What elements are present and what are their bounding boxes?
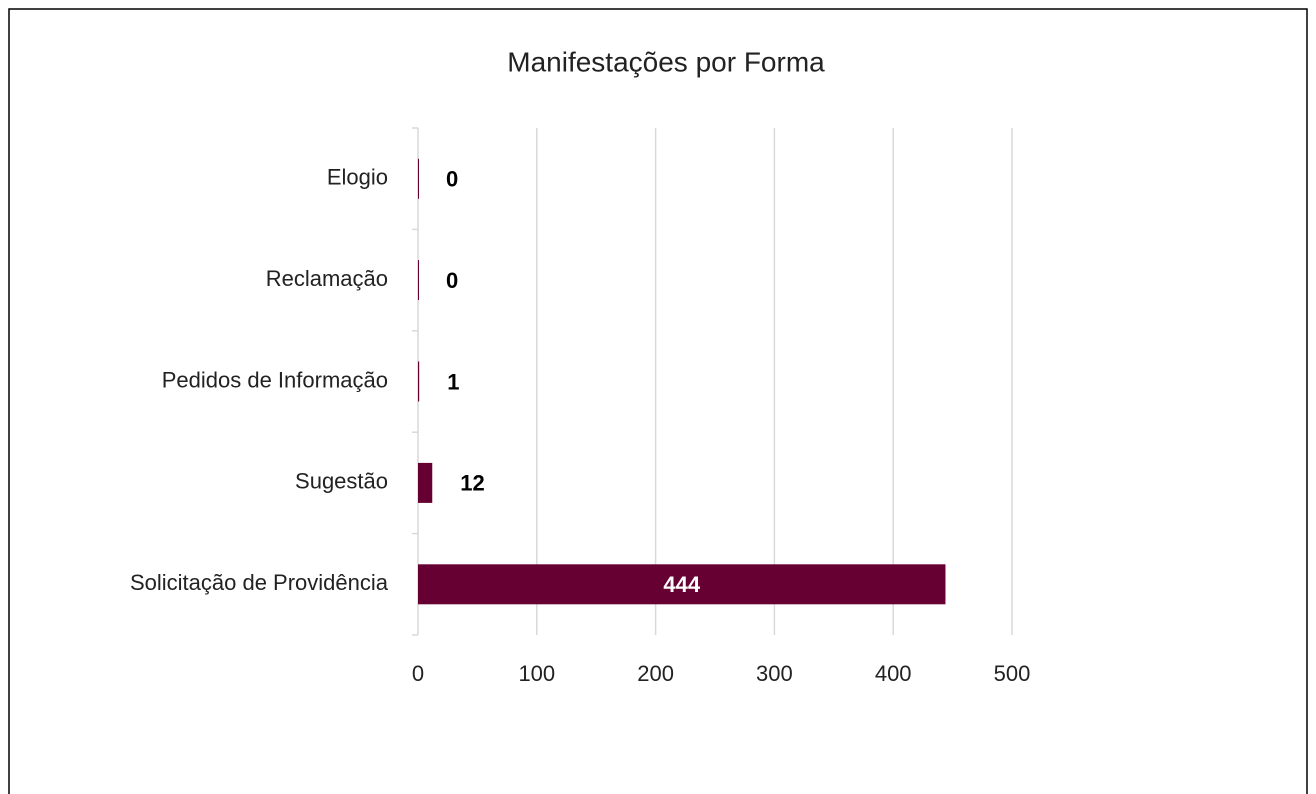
data-label: 12 bbox=[460, 471, 484, 496]
chart-title: Manifestações por Forma bbox=[507, 46, 825, 77]
x-tick-label: 400 bbox=[875, 661, 912, 686]
frame bbox=[8, 8, 1308, 794]
data-label: 0 bbox=[446, 167, 458, 192]
bar bbox=[418, 361, 420, 402]
y-tick-label: Reclamação bbox=[266, 266, 388, 291]
y-tick-label: Elogio bbox=[327, 165, 388, 190]
x-tick-label: 0 bbox=[412, 661, 424, 686]
x-tick-label: 100 bbox=[518, 661, 555, 686]
bar bbox=[418, 260, 419, 301]
x-tick-label: 300 bbox=[756, 661, 793, 686]
bar bbox=[418, 158, 419, 199]
x-tick-label: 200 bbox=[637, 661, 674, 686]
data-label: 0 bbox=[446, 268, 458, 293]
y-tick-label: Sugestão bbox=[295, 469, 388, 494]
y-tick-label: Solicitação de Providência bbox=[130, 570, 389, 595]
bar bbox=[418, 564, 946, 605]
x-tick-label: 500 bbox=[994, 661, 1031, 686]
y-tick-label: Pedidos de Informação bbox=[162, 367, 388, 392]
data-label: 444 bbox=[663, 572, 700, 597]
data-label: 1 bbox=[447, 369, 459, 394]
bar bbox=[418, 462, 433, 503]
